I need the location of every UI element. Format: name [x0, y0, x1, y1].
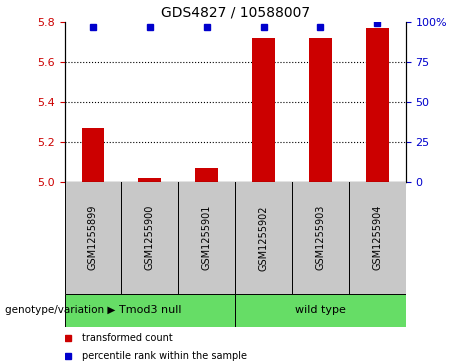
Bar — [235, 182, 292, 294]
Text: genotype/variation ▶: genotype/variation ▶ — [5, 305, 115, 315]
Bar — [138, 178, 161, 182]
Text: wild type: wild type — [295, 305, 346, 315]
Text: percentile rank within the sample: percentile rank within the sample — [82, 351, 247, 361]
Title: GDS4827 / 10588007: GDS4827 / 10588007 — [160, 5, 310, 19]
Text: GSM1255901: GSM1255901 — [201, 205, 212, 270]
Text: Tmod3 null: Tmod3 null — [118, 305, 181, 315]
Bar — [82, 128, 104, 182]
Text: GSM1255899: GSM1255899 — [88, 205, 98, 270]
Text: transformed count: transformed count — [82, 333, 172, 343]
Text: GSM1255903: GSM1255903 — [315, 205, 325, 270]
Bar — [309, 38, 332, 182]
Bar — [65, 294, 235, 327]
Text: GSM1255904: GSM1255904 — [372, 205, 382, 270]
Bar — [366, 28, 389, 182]
Text: GSM1255900: GSM1255900 — [145, 205, 155, 270]
Text: GSM1255902: GSM1255902 — [259, 205, 269, 270]
Bar — [349, 182, 406, 294]
Bar — [252, 38, 275, 182]
Bar — [65, 182, 121, 294]
Bar — [292, 182, 349, 294]
Bar — [195, 167, 218, 182]
Bar — [121, 182, 178, 294]
Bar — [235, 294, 406, 327]
Bar — [178, 182, 235, 294]
